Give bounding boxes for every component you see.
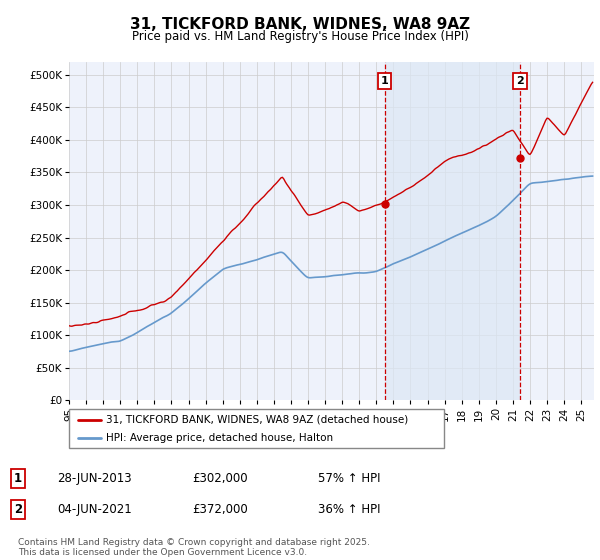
Text: 2: 2 <box>516 76 524 86</box>
Text: 36% ↑ HPI: 36% ↑ HPI <box>318 503 380 516</box>
Text: 31, TICKFORD BANK, WIDNES, WA8 9AZ: 31, TICKFORD BANK, WIDNES, WA8 9AZ <box>130 17 470 32</box>
Text: 04-JUN-2021: 04-JUN-2021 <box>57 503 132 516</box>
Text: 1: 1 <box>381 76 389 86</box>
Text: HPI: Average price, detached house, Halton: HPI: Average price, detached house, Halt… <box>107 433 334 443</box>
Text: 31, TICKFORD BANK, WIDNES, WA8 9AZ (detached house): 31, TICKFORD BANK, WIDNES, WA8 9AZ (deta… <box>107 415 409 425</box>
Text: Contains HM Land Registry data © Crown copyright and database right 2025.
This d: Contains HM Land Registry data © Crown c… <box>18 538 370 557</box>
Text: £372,000: £372,000 <box>192 503 248 516</box>
Text: £302,000: £302,000 <box>192 472 248 486</box>
Text: 57% ↑ HPI: 57% ↑ HPI <box>318 472 380 486</box>
Text: 2: 2 <box>14 503 22 516</box>
Text: Price paid vs. HM Land Registry's House Price Index (HPI): Price paid vs. HM Land Registry's House … <box>131 30 469 43</box>
Text: 1: 1 <box>14 472 22 486</box>
Text: 28-JUN-2013: 28-JUN-2013 <box>57 472 131 486</box>
Bar <box>385 62 520 400</box>
